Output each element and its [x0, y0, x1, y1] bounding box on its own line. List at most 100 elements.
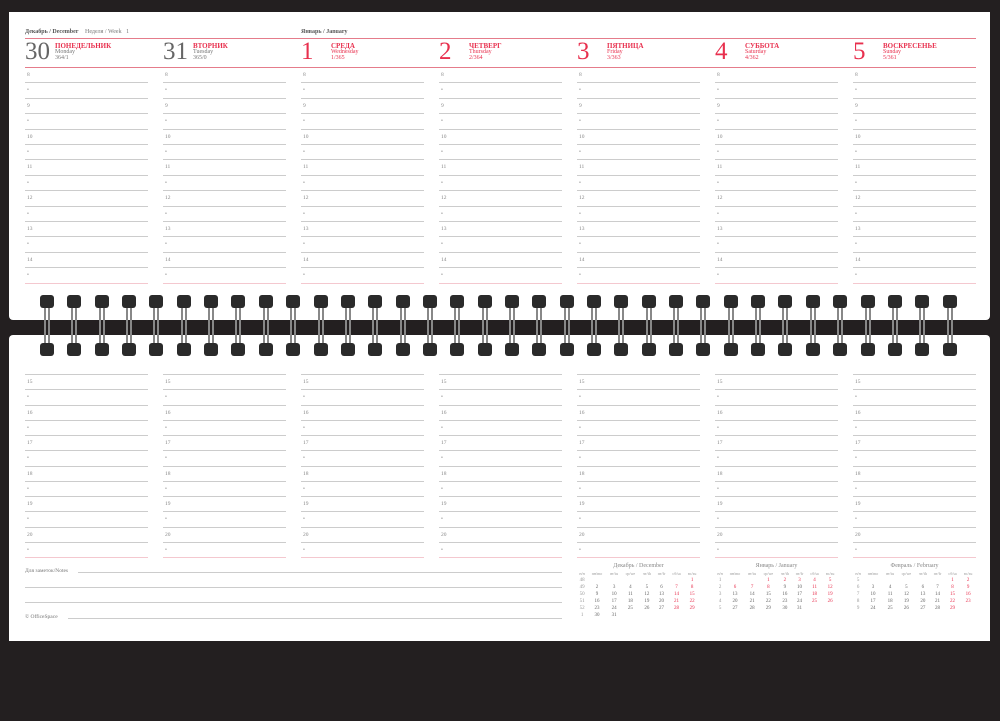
- calendar-date[interactable]: 12: [903, 592, 909, 597]
- time-slot[interactable]: •: [715, 83, 838, 99]
- time-slot[interactable]: •: [715, 451, 838, 467]
- time-slot[interactable]: 16: [163, 406, 286, 421]
- calendar-date[interactable]: 5: [828, 578, 832, 583]
- time-slot[interactable]: •: [163, 482, 286, 497]
- time-slot[interactable]: 10: [301, 130, 424, 145]
- time-slot[interactable]: 16: [439, 406, 562, 421]
- calendar-date[interactable]: 17: [797, 592, 803, 597]
- time-slot[interactable]: 12: [163, 191, 286, 207]
- notes-line[interactable]: [78, 572, 562, 573]
- time-slot[interactable]: •: [853, 421, 976, 436]
- time-slot[interactable]: 11: [25, 160, 148, 176]
- time-slot[interactable]: •: [25, 451, 148, 467]
- time-slot[interactable]: •: [439, 390, 562, 406]
- calendar-date[interactable]: 4: [813, 578, 816, 583]
- time-slot[interactable]: 15: [715, 375, 838, 391]
- time-slot[interactable]: •: [25, 421, 148, 436]
- calendar-date[interactable]: 29: [950, 606, 956, 611]
- calendar-date[interactable]: 11: [812, 585, 817, 590]
- time-slot[interactable]: •: [853, 268, 976, 284]
- time-slot[interactable]: •: [853, 145, 976, 161]
- time-slot[interactable]: •: [301, 268, 424, 284]
- time-slot[interactable]: •: [853, 512, 976, 528]
- time-slot[interactable]: •: [577, 421, 700, 436]
- time-slot[interactable]: •: [163, 114, 286, 130]
- calendar-date[interactable]: 15: [950, 592, 956, 597]
- time-slot[interactable]: 17: [25, 436, 148, 452]
- time-slot[interactable]: 10: [439, 130, 562, 145]
- time-slot[interactable]: •: [577, 451, 700, 467]
- time-slot[interactable]: •: [577, 207, 700, 222]
- time-slot[interactable]: •: [439, 451, 562, 467]
- time-slot[interactable]: 20: [715, 528, 838, 543]
- time-slot[interactable]: •: [25, 145, 148, 161]
- time-slot[interactable]: 11: [301, 160, 424, 176]
- time-slot[interactable]: •: [715, 543, 838, 558]
- calendar-date[interactable]: 1: [690, 578, 694, 583]
- calendar-date[interactable]: 30: [594, 613, 600, 618]
- time-slot[interactable]: •: [439, 145, 562, 161]
- calendar-date[interactable]: 26: [644, 606, 650, 611]
- calendar-date[interactable]: 28: [935, 606, 941, 611]
- time-slot[interactable]: •: [577, 512, 700, 528]
- calendar-date[interactable]: 19: [903, 599, 909, 604]
- calendar-date[interactable]: 24: [870, 606, 876, 611]
- calendar-date[interactable]: 30: [782, 606, 788, 611]
- time-slot[interactable]: 9: [853, 99, 976, 115]
- calendar-date[interactable]: 25: [627, 606, 633, 611]
- time-slot[interactable]: 16: [853, 406, 976, 421]
- time-slot[interactable]: •: [301, 543, 424, 558]
- time-slot[interactable]: 18: [25, 467, 148, 482]
- time-slot[interactable]: 19: [25, 497, 148, 513]
- calendar-date[interactable]: 7: [750, 585, 754, 590]
- time-slot[interactable]: 8: [853, 68, 976, 84]
- calendar-date[interactable]: 28: [749, 606, 755, 611]
- time-slot[interactable]: •: [715, 207, 838, 222]
- calendar-date[interactable]: 7: [936, 585, 939, 590]
- time-slot[interactable]: 9: [577, 99, 700, 115]
- time-slot[interactable]: 13: [163, 222, 286, 238]
- time-slot[interactable]: •: [163, 83, 286, 99]
- time-slot[interactable]: •: [577, 482, 700, 497]
- time-slot[interactable]: •: [577, 543, 700, 558]
- time-slot[interactable]: 18: [163, 467, 286, 482]
- time-slot[interactable]: •: [163, 512, 286, 528]
- calendar-date[interactable]: 23: [594, 606, 600, 611]
- calendar-date[interactable]: 14: [935, 592, 941, 597]
- time-slot[interactable]: 13: [25, 222, 148, 238]
- time-slot[interactable]: •: [853, 451, 976, 467]
- time-slot[interactable]: •: [439, 83, 562, 99]
- time-slot[interactable]: •: [439, 114, 562, 130]
- calendar-date[interactable]: 26: [903, 606, 909, 611]
- time-slot[interactable]: •: [853, 543, 976, 558]
- time-slot[interactable]: 19: [163, 497, 286, 513]
- calendar-date[interactable]: 25: [812, 599, 818, 604]
- calendar-date[interactable]: 24: [797, 599, 803, 604]
- time-slot[interactable]: 17: [577, 436, 700, 452]
- calendar-date[interactable]: 9: [595, 592, 599, 597]
- time-slot[interactable]: •: [715, 482, 838, 497]
- time-slot[interactable]: •: [301, 390, 424, 406]
- time-slot[interactable]: 17: [439, 436, 562, 452]
- time-slot[interactable]: •: [853, 390, 976, 406]
- time-slot[interactable]: 14: [577, 253, 700, 269]
- time-slot[interactable]: 19: [715, 497, 838, 513]
- calendar-date[interactable]: 3: [871, 585, 875, 590]
- time-slot[interactable]: 13: [577, 222, 700, 238]
- time-slot[interactable]: •: [577, 390, 700, 406]
- calendar-date[interactable]: 16: [782, 592, 788, 597]
- time-slot[interactable]: •: [715, 421, 838, 436]
- time-slot[interactable]: 18: [715, 467, 838, 482]
- calendar-date[interactable]: 15: [765, 592, 771, 597]
- calendar-date[interactable]: 18: [887, 599, 893, 604]
- calendar-date[interactable]: 21: [935, 599, 941, 604]
- time-slot[interactable]: •: [163, 268, 286, 284]
- time-slot[interactable]: •: [301, 421, 424, 436]
- time-slot[interactable]: 13: [715, 222, 838, 238]
- time-slot[interactable]: 11: [163, 160, 286, 176]
- time-slot[interactable]: 19: [577, 497, 700, 513]
- time-slot[interactable]: •: [439, 237, 562, 253]
- time-slot[interactable]: 12: [577, 191, 700, 207]
- time-slot[interactable]: 14: [439, 253, 562, 269]
- calendar-date[interactable]: 14: [674, 592, 680, 597]
